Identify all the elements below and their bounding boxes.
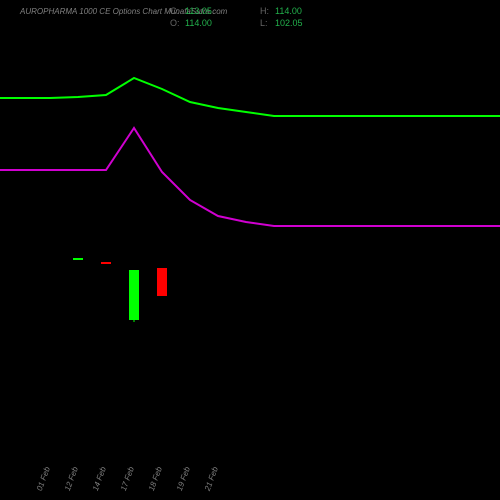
chart-svg: AUROPHARMA 1000 CE Options Chart MunafaS… — [0, 0, 500, 500]
open-value: 114.00 — [185, 18, 212, 28]
candle-body — [157, 268, 167, 296]
close-value: 113.05 — [185, 6, 212, 16]
options-chart: AUROPHARMA 1000 CE Options Chart MunafaS… — [0, 0, 500, 500]
low-label: L: — [260, 18, 268, 28]
candle-body — [129, 270, 139, 320]
high-label: H: — [260, 6, 269, 16]
chart-background — [0, 0, 500, 500]
high-value: 114.00 — [275, 6, 302, 16]
open-label: O: — [170, 18, 180, 28]
low-value: 102.05 — [275, 18, 303, 28]
candle-body — [73, 258, 83, 260]
close-label: C: — [170, 6, 179, 16]
candle-body — [101, 262, 111, 264]
